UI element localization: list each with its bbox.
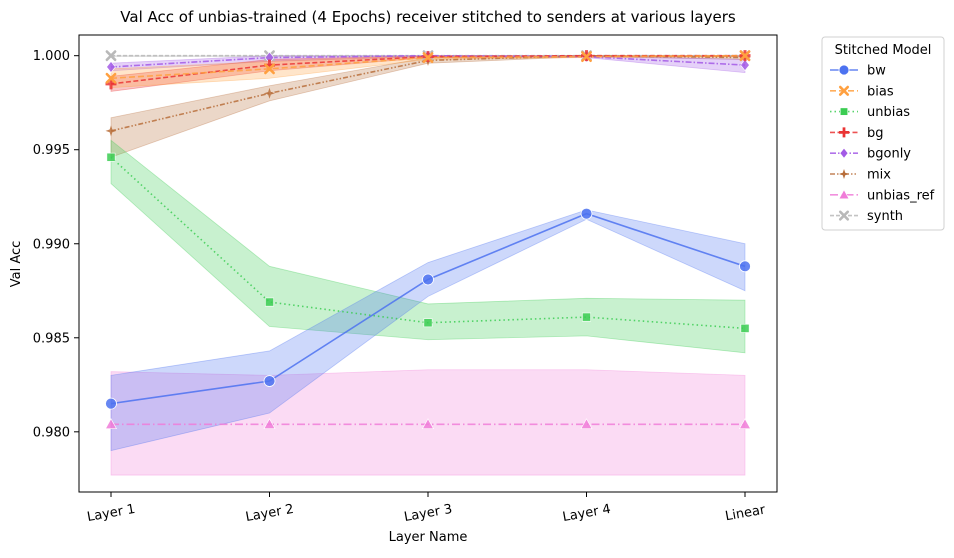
legend: Stitched Model bw bias unbias bg bgonly mix un…: [821, 36, 945, 231]
x-tick-label: Layer 2: [244, 502, 295, 525]
legend-label-bgonly: bgonly: [867, 147, 911, 162]
legend-label-unbias-ref: unbias_ref: [867, 188, 935, 203]
legend-item-bias: bias: [830, 84, 894, 99]
data-point-bias: [105, 72, 117, 84]
legend-marker-mix: [839, 169, 849, 179]
data-point-bw: [105, 397, 117, 410]
data-point-bias: [739, 50, 751, 62]
data-point-bgonly: [106, 60, 116, 73]
band-bw: [110, 209, 746, 452]
x-tick-label: Layer 1: [86, 502, 137, 525]
data-point-unbias: [265, 297, 274, 307]
legend-label-bias: bias: [867, 84, 894, 99]
series-markers: [104, 49, 752, 429]
x-tick-label: Layer 4: [561, 502, 612, 525]
data-point-unbias-ref: [421, 418, 435, 429]
legend-marker-bgonly: [839, 147, 849, 159]
legend-box: [821, 36, 945, 231]
data-point-unbias: [740, 323, 750, 333]
legend-title: Stitched Model: [835, 43, 932, 58]
legend-item-mix: mix: [830, 168, 891, 183]
legend-marker-bias: [838, 85, 850, 96]
legend-item-bw: bw: [830, 64, 886, 79]
data-point-unbias-ref: [104, 418, 118, 429]
y-tick-label: 0.985: [33, 331, 70, 346]
confidence-bands: [110, 55, 746, 476]
y-axis: 0.980 0.985 0.990 0.995 1.000: [33, 49, 79, 440]
x-tick-label: Linear: [724, 502, 767, 524]
data-point-bw: [580, 207, 593, 220]
legend-label-unbias: unbias: [867, 105, 910, 120]
x-axis: Layer 1 Layer 2 Layer 3 Layer 4 Linear: [86, 492, 767, 525]
data-point-mix: [105, 125, 117, 137]
data-point-unbias-ref: [738, 418, 752, 429]
legend-item-bg: bg: [830, 126, 884, 141]
legend-marker-bw: [838, 64, 850, 76]
data-point-unbias: [423, 318, 433, 328]
legend-marker-synth: [838, 210, 850, 221]
data-point-unbias-ref: [263, 418, 276, 429]
legend-item-synth: synth: [830, 209, 903, 224]
data-point-unbias: [106, 152, 116, 162]
legend-label-bg: bg: [867, 126, 884, 141]
data-point-bg: [105, 78, 117, 90]
legend-label-bw: bw: [867, 64, 886, 79]
y-tick-label: 1.000: [33, 49, 70, 64]
legend-label-mix: mix: [867, 168, 891, 183]
y-tick-label: 0.990: [33, 237, 70, 252]
data-point-bias: [422, 52, 434, 63]
legend-marker-unbias-ref: [838, 189, 850, 200]
data-point-bw: [263, 375, 276, 387]
data-point-bias: [264, 63, 275, 75]
legend-label-synth: synth: [867, 209, 903, 224]
data-point-bw: [422, 273, 434, 286]
legend-marker-bg: [839, 127, 849, 138]
legend-marker-unbias: [839, 107, 849, 116]
data-point-bgonly: [740, 59, 750, 72]
chart-title: Val Acc of unbias-trained (4 Epochs) rec…: [120, 8, 736, 26]
legend-item-unbias: unbias: [830, 105, 910, 120]
x-tick-label: Layer 3: [403, 502, 454, 525]
y-tick-label: 0.995: [33, 143, 70, 158]
data-point-unbias-ref: [580, 418, 593, 429]
data-point-unbias: [582, 312, 591, 322]
data-point-synth: [105, 50, 117, 62]
y-tick-label: 0.980: [33, 425, 70, 440]
data-point-bias: [581, 51, 592, 63]
legend-item-unbias-ref: unbias_ref: [830, 188, 935, 203]
series-line-bgonly: [110, 54, 746, 68]
data-point-mix: [264, 87, 275, 99]
data-point-bg: [264, 59, 275, 71]
legend-item-bgonly: bgonly: [830, 147, 911, 162]
data-point-bw: [739, 260, 751, 273]
y-axis-label: Val Acc: [9, 241, 24, 288]
x-axis-label: Layer Name: [389, 530, 468, 545]
